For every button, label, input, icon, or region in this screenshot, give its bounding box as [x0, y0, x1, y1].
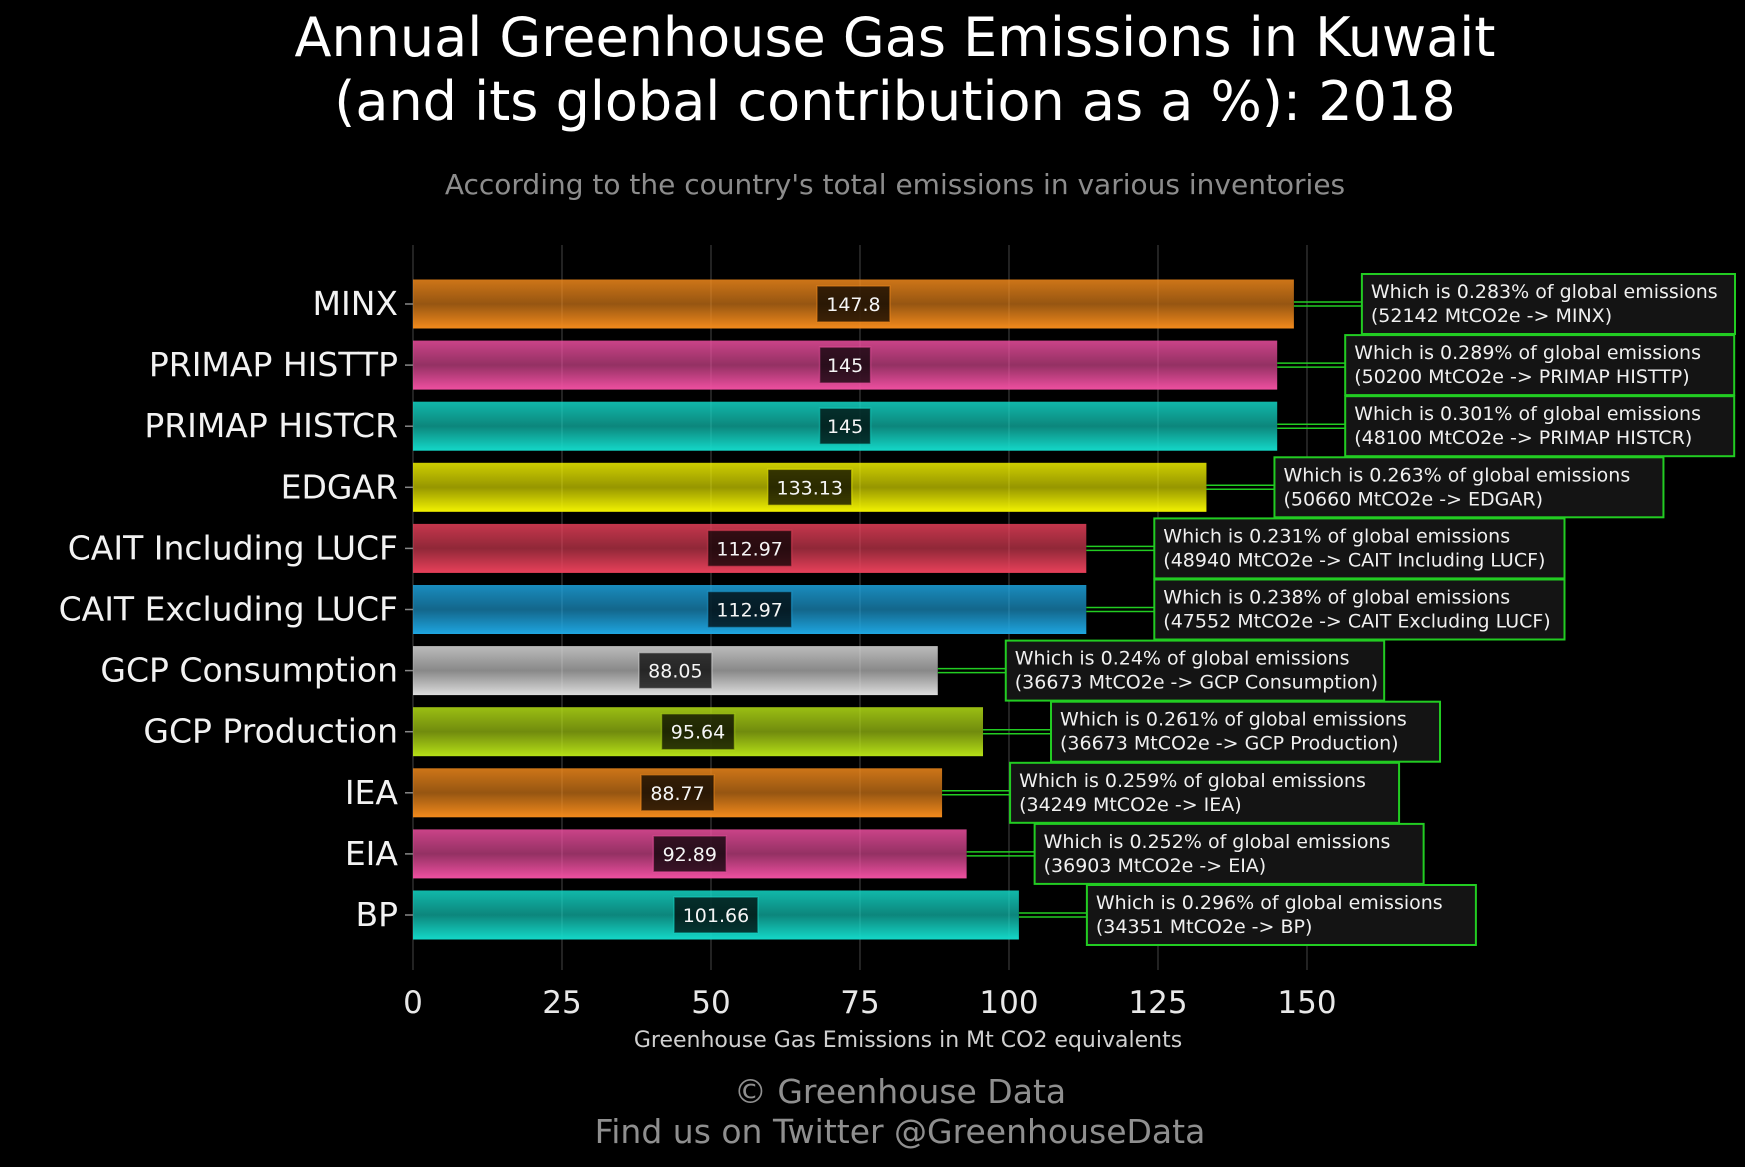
annotation-line1: Which is 0.259% of global emissions	[1019, 770, 1366, 792]
annotation-box	[1050, 700, 1442, 763]
chart-title-line1: Annual Greenhouse Gas Emissions in Kuwai…	[294, 6, 1496, 69]
annotation-line1: Which is 0.238% of global emissions	[1163, 587, 1510, 609]
value-label-box	[706, 529, 793, 568]
annotation-line2: (48100 MtCO2e -> PRIMAP HISTCR)	[1354, 427, 1692, 449]
y-tick-label: GCP Production	[143, 712, 398, 751]
y-tick-label: BP	[355, 895, 398, 934]
y-tick-label: PRIMAP HISTTP	[149, 345, 398, 384]
value-label-box	[766, 468, 853, 507]
value-label: 88.77	[650, 783, 704, 805]
value-label-box	[818, 346, 872, 384]
annotation-box	[1153, 517, 1566, 580]
annotation-line2: (36673 MtCO2e -> GCP Consumption)	[1015, 672, 1378, 694]
y-tick-label: CAIT Excluding LUCF	[59, 590, 398, 629]
annotation-line2: (50200 MtCO2e -> PRIMAP HISTTP)	[1354, 366, 1689, 388]
value-label-box	[652, 835, 728, 873]
annotation-box	[1273, 456, 1665, 519]
x-tick-label: 150	[1277, 985, 1336, 1021]
annotation-line2: (52142 MtCO2e -> MINX)	[1371, 305, 1612, 327]
y-tick-label: IEA	[345, 773, 399, 812]
annotation-line2: (34351 MtCO2e -> BP)	[1096, 916, 1313, 938]
annotation-line1: Which is 0.301% of global emissions	[1354, 403, 1701, 425]
y-tick-label: GCP Consumption	[100, 651, 398, 690]
value-label-box	[640, 774, 715, 812]
value-label: 133.13	[776, 477, 842, 499]
annotation-line1: Which is 0.283% of global emissions	[1371, 281, 1718, 303]
annotation-line1: Which is 0.261% of global emissions	[1060, 709, 1407, 731]
annotation-box	[1009, 761, 1401, 824]
value-label: 95.64	[671, 722, 725, 744]
annotation-line1: Which is 0.252% of global emissions	[1044, 831, 1391, 853]
annotation-line2: (50660 MtCO2e -> EDGAR)	[1283, 488, 1543, 510]
y-tick-label: MINX	[313, 284, 399, 323]
x-tick-label: 50	[691, 985, 730, 1021]
annotation-line2: (47552 MtCO2e -> CAIT Excluding LUCF)	[1163, 611, 1550, 633]
annotation-box	[1344, 395, 1736, 458]
footer-copyright: © Greenhouse Data	[733, 1072, 1067, 1111]
annotation-line1: Which is 0.289% of global emissions	[1354, 342, 1701, 364]
annotation-box	[1033, 822, 1425, 885]
value-label-box	[706, 590, 793, 629]
value-label-box	[638, 651, 713, 690]
value-label: 112.97	[716, 600, 782, 622]
chart-subtitle: According to the country's total emissio…	[444, 168, 1346, 201]
chart-title: Annual Greenhouse Gas Emissions in Kuwai…	[0, 6, 1745, 134]
value-label: 101.66	[683, 905, 749, 927]
annotation-box	[1360, 273, 1736, 335]
x-tick-label: 75	[840, 985, 879, 1021]
value-label-box	[818, 407, 872, 445]
footer-twitter: Find us on Twitter @GreenhouseData	[594, 1112, 1206, 1151]
annotation-box	[1004, 639, 1386, 702]
annotation-line2: (36903 MtCO2e -> EIA)	[1044, 855, 1267, 877]
value-label-box	[660, 712, 736, 751]
value-label: 88.05	[648, 661, 702, 683]
value-label: 145	[827, 416, 863, 438]
annotation-box	[1153, 578, 1566, 641]
x-axis-label: Greenhouse Gas Emissions in Mt CO2 equiv…	[634, 1028, 1182, 1053]
annotation-line2: (48940 MtCO2e -> CAIT Including LUCF)	[1163, 549, 1545, 571]
value-label: 147.8	[826, 294, 880, 316]
annotation-line2: (34249 MtCO2e -> IEA)	[1019, 794, 1242, 816]
x-tick-label: 125	[1128, 985, 1187, 1021]
value-label: 112.97	[716, 538, 782, 560]
value-label: 145	[827, 355, 863, 377]
annotation-box	[1085, 884, 1477, 946]
annotation-line1: Which is 0.231% of global emissions	[1163, 525, 1510, 547]
x-tick-label: 25	[542, 985, 581, 1021]
y-tick-label: EIA	[345, 834, 399, 873]
footer: © Greenhouse Data Find us on Twitter @Gr…	[0, 1072, 1745, 1152]
y-tick-label: PRIMAP HISTCR	[144, 406, 398, 445]
y-tick-label: CAIT Including LUCF	[68, 528, 398, 567]
annotation-line2: (36673 MtCO2e -> GCP Production)	[1060, 733, 1399, 755]
annotation-line1: Which is 0.296% of global emissions	[1096, 892, 1443, 914]
chart-title-line2: (and its global contribution as a %): 20…	[334, 70, 1456, 133]
value-label-box	[816, 285, 891, 323]
value-label-box	[673, 896, 759, 934]
annotation-line1: Which is 0.24% of global emissions	[1015, 648, 1350, 670]
y-tick-label: EDGAR	[281, 467, 398, 506]
x-tick-label: 100	[979, 985, 1038, 1021]
annotation-box	[1344, 334, 1736, 397]
x-tick-label: 0	[403, 985, 423, 1021]
value-label: 92.89	[663, 844, 717, 866]
annotation-line1: Which is 0.263% of global emissions	[1283, 464, 1630, 486]
